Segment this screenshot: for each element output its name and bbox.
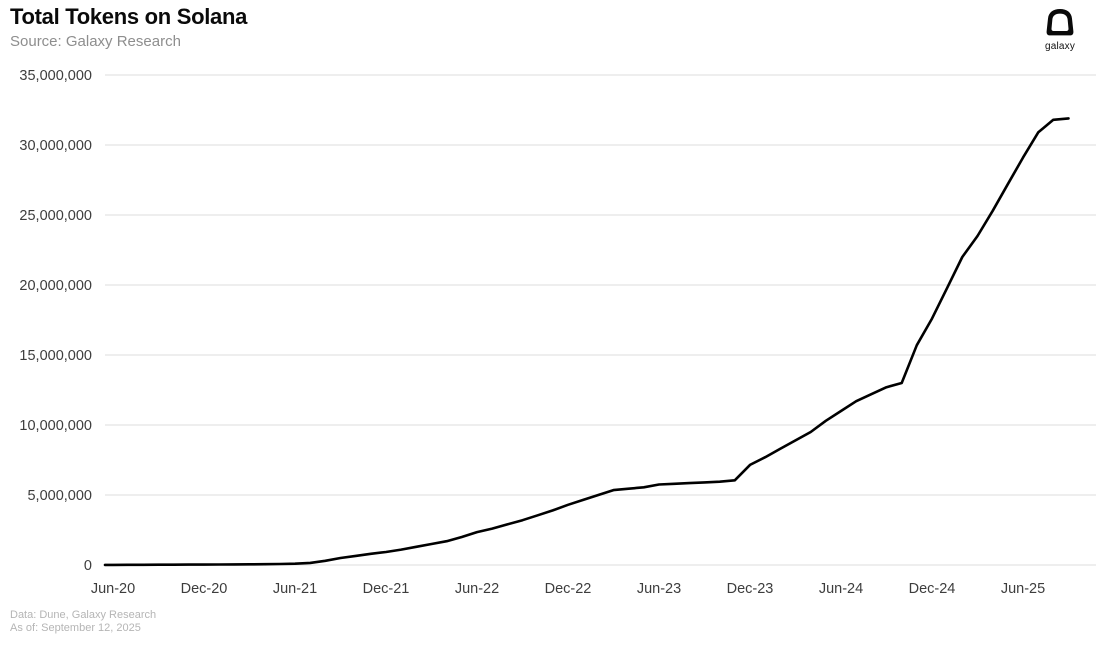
y-axis-tick-label: 35,000,000 — [19, 68, 92, 84]
galaxy-helmet-icon — [1046, 9, 1074, 36]
footer-as-of-date: As of: September 12, 2025 — [10, 622, 141, 634]
x-axis-tick-label: Jun-23 — [637, 581, 681, 597]
y-axis-tick-label: 0 — [84, 558, 92, 574]
x-axis-tick-label: Jun-22 — [455, 581, 499, 597]
y-axis-tick-label: 10,000,000 — [19, 418, 92, 434]
y-axis-tick-label: 15,000,000 — [19, 348, 92, 364]
x-axis-tick-label: Dec-23 — [727, 581, 774, 597]
x-axis-tick-label: Jun-20 — [91, 581, 135, 597]
data-line-total-tokens — [103, 117, 1070, 567]
y-axis-tick-label: 30,000,000 — [19, 138, 92, 154]
x-axis-tick-label: Dec-22 — [545, 581, 592, 597]
x-axis-tick-label: Jun-25 — [1001, 581, 1045, 597]
galaxy-logo: galaxy — [1029, 5, 1091, 52]
y-axis-tick-label: 5,000,000 — [27, 488, 92, 504]
footer-data-source: Data: Dune, Galaxy Research — [10, 609, 157, 621]
y-axis-tick-label: 20,000,000 — [19, 278, 92, 294]
x-axis-tick-label: Dec-24 — [909, 581, 956, 597]
x-axis-tick-label: Jun-24 — [819, 581, 863, 597]
x-axis-tick-label: Dec-20 — [181, 581, 228, 597]
page-title: Total Tokens on Solana — [10, 4, 248, 29]
chart-source-subtitle: Source: Galaxy Research — [10, 33, 181, 50]
x-axis-tick-label: Dec-21 — [363, 581, 410, 597]
galaxy-logo-label: galaxy — [1044, 41, 1076, 52]
y-axis-tick-label: 25,000,000 — [19, 208, 92, 224]
chart-footer: Data: Dune, Galaxy Research As of: Septe… — [10, 609, 156, 635]
x-axis-tick-label: Jun-21 — [273, 581, 317, 597]
